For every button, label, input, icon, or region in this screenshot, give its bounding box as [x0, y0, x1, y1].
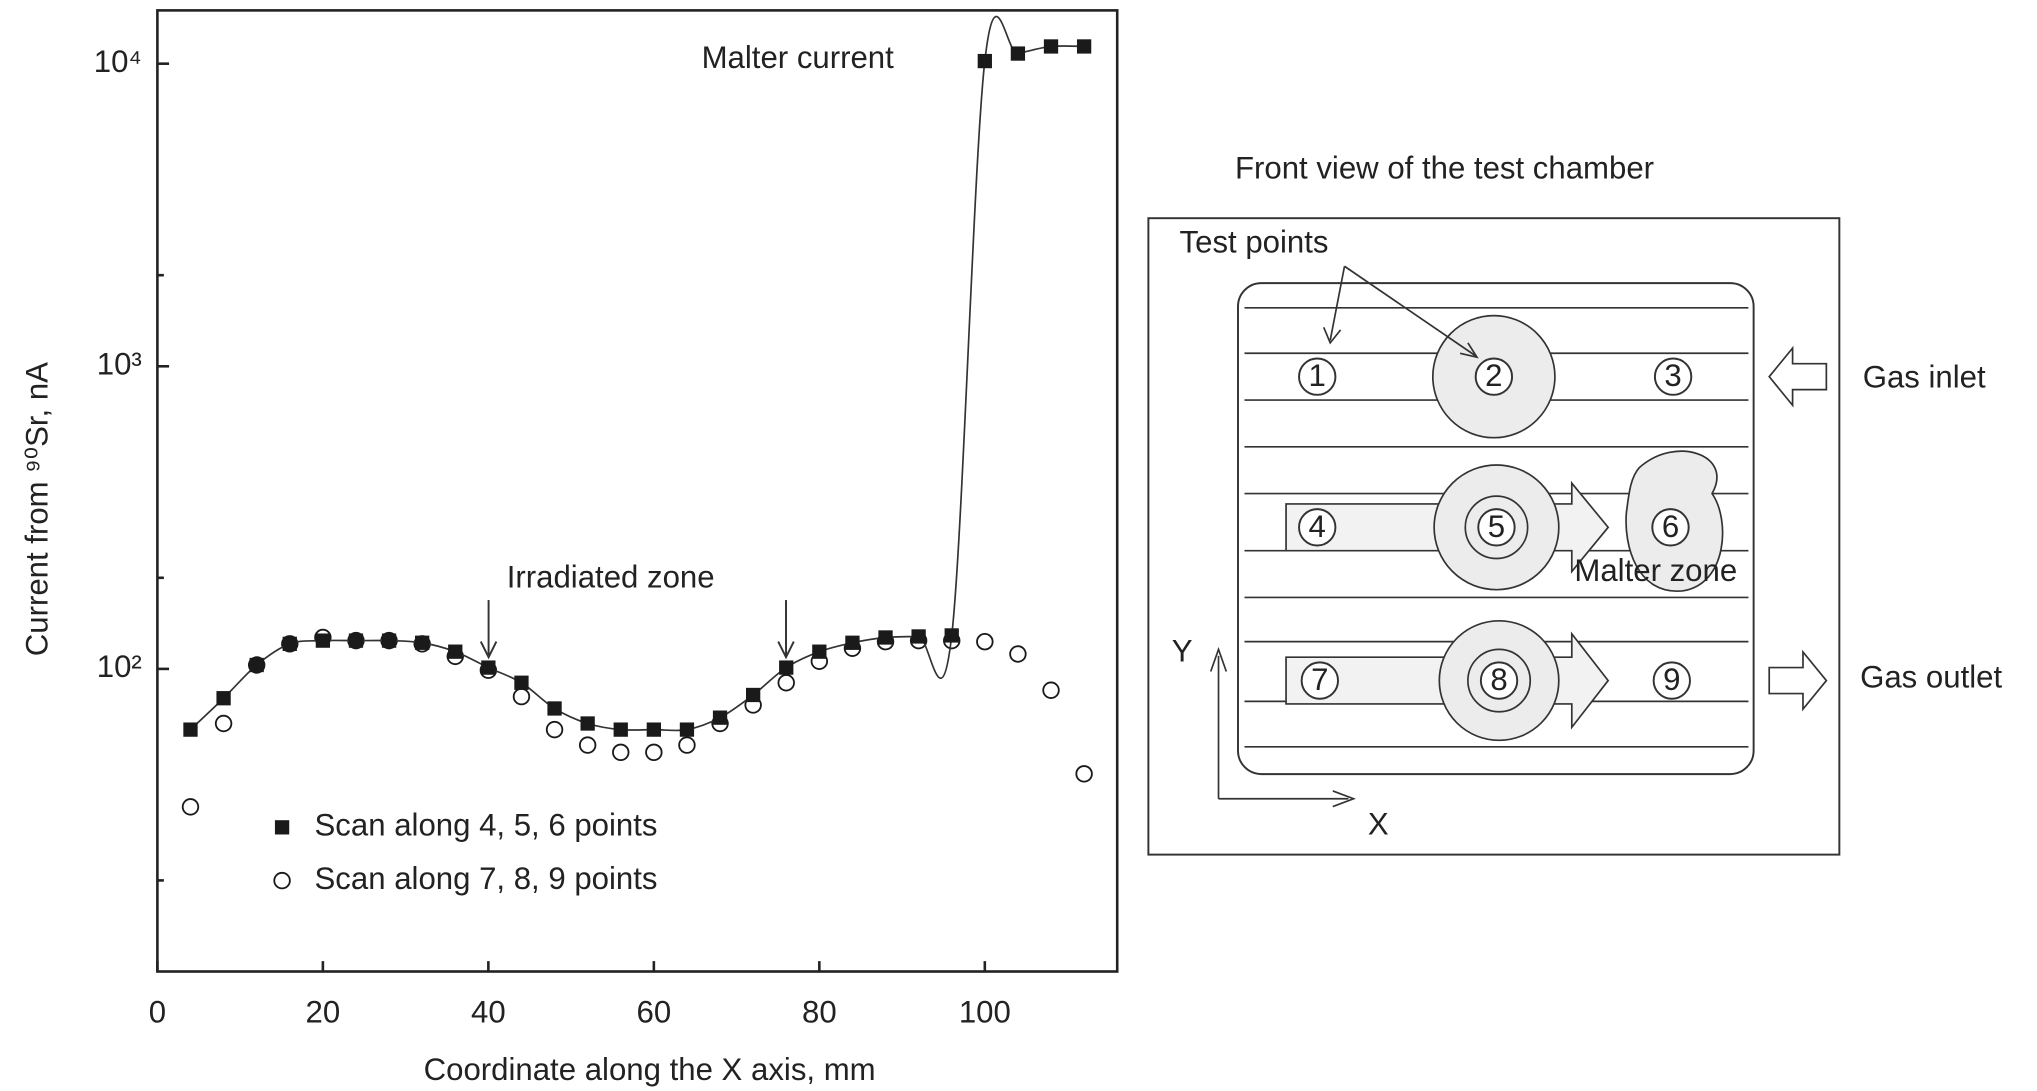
data-point: [812, 644, 827, 659]
data-point: [845, 635, 860, 650]
test-point-label: 2: [1485, 358, 1502, 393]
test-point-circle: [1300, 661, 1339, 700]
test-point-circle: [1652, 661, 1691, 700]
x-tick-label: 80: [802, 995, 837, 1030]
y-tick-label: 10²: [97, 649, 142, 684]
x-tick-label: 0: [149, 995, 166, 1030]
data-point: [512, 687, 531, 706]
data-point: [481, 660, 496, 675]
plot-frame: [156, 9, 1119, 973]
data-point: [282, 636, 297, 651]
data-point: [580, 716, 595, 731]
malter-zone-label: Malter zone: [1574, 553, 1737, 588]
diagram-title: Front view of the test chamber: [1235, 150, 1654, 185]
test-point-circle: [1651, 508, 1690, 547]
data-point: [944, 628, 959, 643]
data-point: [249, 657, 264, 673]
data-point: [214, 714, 233, 733]
test-point-circle: [1474, 357, 1514, 396]
annotation-arrows: [479, 600, 795, 660]
data-point: [977, 53, 992, 69]
data-point: [1009, 645, 1027, 663]
data-point: [645, 743, 663, 762]
x-axis-name: X: [1368, 806, 1389, 841]
y-tick-label: 10⁴: [94, 44, 142, 79]
chamber-frame: [1147, 217, 1841, 856]
test-point-circle: [1298, 508, 1337, 547]
data-point: [878, 630, 893, 645]
x-axis-label: Coordinate along the X axis, mm: [424, 1052, 876, 1087]
data-point: [1075, 765, 1093, 783]
data-point: [679, 722, 695, 737]
data-point: [779, 660, 794, 675]
x-tick-label: 60: [637, 995, 672, 1030]
data-point: [777, 674, 795, 692]
data-point: [545, 720, 564, 739]
data-point: [415, 635, 430, 650]
test-point-label: 9: [1663, 662, 1680, 697]
test-point-label: 6: [1662, 509, 1679, 544]
data-point: [183, 722, 198, 737]
data-point: [678, 736, 696, 754]
data-point: [578, 736, 597, 754]
test-point-label: 7: [1311, 662, 1328, 697]
test-point-label: 1: [1309, 358, 1326, 393]
y-axis-label: Current from ⁹⁰Sr, nA: [19, 362, 54, 656]
series-line: [189, 15, 1085, 732]
annotation: Irradiated zone: [507, 560, 715, 595]
data-point: [1076, 39, 1092, 54]
data-point: [613, 722, 628, 737]
gas-outlet-label: Gas outlet: [1860, 660, 2002, 695]
data-point: [612, 743, 630, 762]
data-point: [514, 675, 529, 690]
test-point-label: 3: [1664, 358, 1681, 393]
legend-marker: [274, 820, 290, 835]
test-point-circle: [1477, 508, 1516, 547]
data-point: [381, 633, 397, 648]
test-point-label: 4: [1309, 509, 1326, 544]
data-point: [216, 691, 231, 706]
data-point: [315, 633, 331, 648]
data-point: [745, 687, 761, 703]
test-points-label: Test points: [1180, 224, 1329, 259]
legend-label: Scan along 4, 5, 6 points: [315, 808, 658, 843]
annotation: Malter current: [702, 40, 895, 75]
chamber: [1237, 282, 1755, 776]
y-axis-name: Y: [1172, 634, 1193, 669]
data-point: [646, 722, 661, 737]
test-point-circle: [1298, 357, 1337, 396]
data-point: [448, 644, 463, 659]
data-point: [976, 632, 994, 651]
data-point: [1042, 681, 1060, 699]
test-point-circle: [1653, 357, 1693, 396]
test-point-label: 8: [1490, 662, 1507, 697]
test-point-circle: [1479, 661, 1519, 700]
legend-label: Scan along 7, 8, 9 points: [315, 861, 658, 896]
data-point: [712, 710, 728, 725]
data-point: [181, 798, 200, 816]
x-tick-label: 40: [471, 995, 506, 1030]
data-point: [911, 629, 926, 644]
gas-inlet-label: Gas inlet: [1863, 359, 1986, 394]
x-tick-label: 20: [306, 995, 341, 1030]
data-point: [1043, 39, 1059, 54]
data-point: [348, 633, 364, 648]
data-point: [1010, 46, 1026, 61]
test-point-label: 5: [1488, 509, 1505, 544]
x-tick-label: 100: [959, 995, 1011, 1030]
y-tick-label: 10³: [97, 347, 142, 382]
legend-marker: [273, 871, 291, 890]
data-point: [547, 701, 562, 716]
